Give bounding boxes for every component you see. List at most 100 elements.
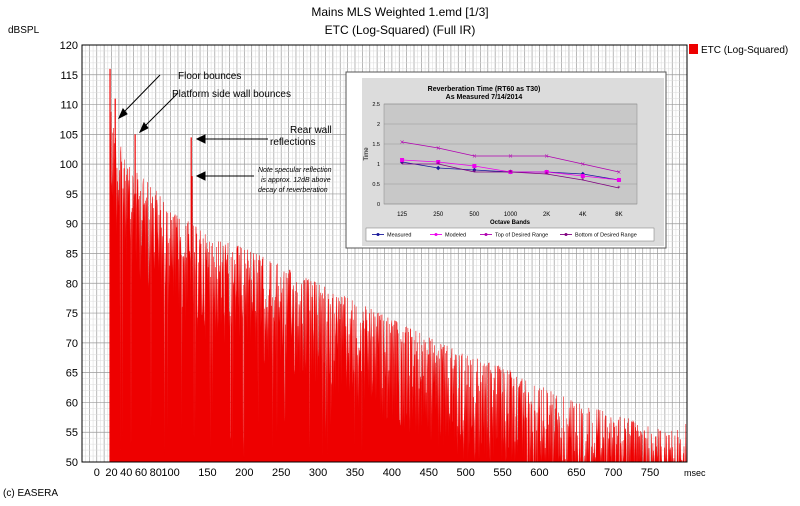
x-tick-label: 100	[161, 467, 179, 479]
y-tick-label: 80	[66, 278, 78, 290]
x-tick-label: 80	[150, 467, 162, 479]
y-tick-label: 50	[66, 457, 78, 469]
x-tick-label: 40	[120, 467, 132, 479]
inset-x-axis-label: Octave Bands	[490, 220, 531, 226]
annotation-floor-bounces: Floor bounces	[178, 71, 241, 82]
x-tick-label: 650	[567, 467, 585, 479]
etc-trace	[109, 68, 688, 463]
inset-x-tick: 500	[469, 212, 480, 218]
annotation-arrow-floor	[121, 74, 161, 115]
inset-point: *	[581, 177, 584, 184]
x-tick-labels: 0 20 40 60 80 100 150 200 250 300 350 400 450 500 550 6…	[94, 467, 660, 479]
inset-x-tick: 1000	[504, 212, 518, 218]
plot-frame	[81, 44, 688, 463]
inset-series: × × × × × × × * * * * * * *	[400, 139, 622, 192]
arrowhead	[138, 122, 149, 134]
inset-point: *	[545, 171, 548, 178]
inset-point	[400, 158, 405, 162]
inset-point: ×	[616, 169, 621, 176]
x-tick-label: 450	[420, 467, 438, 479]
x-tick-label: 200	[235, 467, 253, 479]
inset-legend-label: Measured	[387, 233, 411, 239]
x-tick-label: 20	[105, 467, 117, 479]
y-tick-label: 75	[66, 308, 78, 320]
y-tick-label: 90	[66, 219, 78, 231]
copyright-label: (c) EASERA	[3, 488, 58, 499]
y-tick-label: 105	[60, 129, 78, 141]
x-tick-label: 60	[135, 467, 147, 479]
x-tick-label: 0	[94, 467, 100, 479]
y-tick-label: 120	[60, 40, 78, 52]
y-tick-label: 115	[60, 70, 78, 82]
inset-legend-label: Top of Desired Range	[495, 233, 548, 239]
inset-point: *	[401, 161, 404, 168]
y-tick-label: 65	[66, 368, 78, 380]
y-axis-label: dBSPL	[8, 25, 40, 36]
annotation-rear-wall: Rear wall reflections	[270, 125, 332, 148]
inset-x-tick: 250	[433, 212, 444, 218]
inset-point: ×	[544, 153, 549, 160]
inset-point: *	[509, 169, 512, 176]
x-tick-label: 700	[604, 467, 622, 479]
inset-point	[472, 164, 477, 168]
inset-point: *	[437, 161, 440, 168]
x-axis-unit-label: msec	[684, 468, 706, 478]
inset-point	[580, 174, 585, 178]
inset-point: ×	[508, 153, 513, 160]
inset-y-tick: 1.5	[372, 142, 380, 148]
inset-point	[436, 165, 441, 171]
inset-x-tick-labels: 125 250 500 1000 2K 4K 8K	[397, 212, 623, 218]
annotation-specular-note: Note specular reflection is approx. 12dB …	[258, 167, 332, 194]
inset-subtitle: As Measured 7/14/2014	[446, 94, 523, 101]
legend-label: ETC (Log-Squared)	[701, 45, 788, 56]
inset-x-tick: 4K	[579, 212, 586, 218]
annotation-platform-side-wall: Platform side wall bounces	[172, 89, 291, 100]
inset-x-tick: 8K	[615, 212, 622, 218]
y-tick-label: 55	[66, 427, 78, 439]
x-tick-label: 550	[493, 467, 511, 479]
inset-legend-label: Modeled	[445, 233, 466, 239]
inset-point: *	[473, 169, 476, 176]
inset-y-tick: 1	[377, 162, 380, 168]
inset-plot-area	[383, 103, 638, 205]
inset-point	[616, 178, 621, 182]
inset-y-tick: 2	[377, 122, 380, 128]
inset-point	[544, 170, 549, 174]
inset-y-tick: 0	[377, 202, 380, 208]
inset-point	[472, 167, 477, 173]
arrowhead	[117, 108, 128, 120]
annotations: Floor bounces Platform side wall bounces…	[117, 71, 332, 194]
inset-point: *	[617, 185, 620, 192]
arrowhead	[195, 171, 206, 181]
y-tick-label: 85	[66, 249, 78, 261]
inset-point: ×	[472, 153, 477, 160]
x-tick-label: 350	[346, 467, 364, 479]
x-tick-label: 400	[383, 467, 401, 479]
inset-point: ×	[400, 139, 405, 146]
y-tick-label: 95	[66, 189, 78, 201]
inset-y-axis-label: Time	[364, 147, 370, 161]
inset-legend-marker	[376, 233, 380, 236]
inset-y-tick-labels: 0 0.5 1 1.5 2 2.5	[372, 102, 380, 208]
inset-x-tick: 125	[397, 212, 408, 218]
x-tick-label: 300	[309, 467, 327, 479]
y-tick-label: 70	[66, 338, 78, 350]
inset-legend-marker	[434, 233, 438, 236]
inset-title: Reverberation Time (RT60 as T30)	[428, 86, 541, 93]
annotation-arrow-side-wall	[142, 92, 179, 129]
inset-y-tick: 0.5	[372, 182, 380, 188]
y-tick-labels: 50 55 60 65 70 75 80 85 90 95 100 105 110 115 120	[60, 40, 78, 469]
arrowhead	[195, 134, 206, 144]
chart-subtitle: ETC (Log-Squared) (Full IR)	[325, 23, 476, 37]
inset-legend-items: Measured Modeled Top of Desired Range Botto…	[372, 233, 637, 239]
x-tick-label: 500	[456, 467, 474, 479]
page-title: Mains MLS Weighted 1.emd [1/3]	[311, 5, 488, 19]
inset-legend-marker	[564, 233, 568, 236]
inset-point: ×	[580, 161, 585, 168]
inset-legend-label: Bottom of Desired Range	[575, 233, 637, 239]
inset-x-tick: 2K	[543, 212, 550, 218]
legend-swatch	[689, 44, 698, 54]
legend: ETC (Log-Squared)	[689, 44, 788, 56]
inset-series-line	[402, 163, 619, 189]
